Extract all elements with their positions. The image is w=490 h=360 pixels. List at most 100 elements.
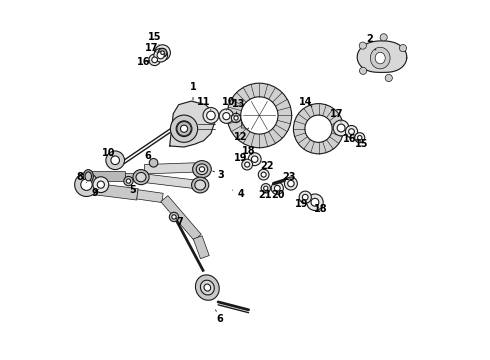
Circle shape [234, 116, 238, 120]
Text: 6: 6 [216, 310, 223, 324]
Text: 13: 13 [232, 99, 245, 114]
Circle shape [349, 129, 354, 134]
Circle shape [97, 181, 104, 188]
Circle shape [251, 156, 258, 162]
Circle shape [248, 153, 261, 166]
Circle shape [203, 108, 219, 123]
Ellipse shape [370, 47, 390, 69]
Circle shape [155, 45, 171, 60]
Text: 3: 3 [213, 170, 224, 180]
Text: 17: 17 [145, 43, 158, 53]
Circle shape [171, 115, 197, 142]
Text: 18: 18 [314, 204, 327, 215]
Text: 10: 10 [222, 97, 235, 110]
Text: 5: 5 [130, 185, 137, 195]
Text: 9: 9 [92, 188, 98, 198]
Circle shape [261, 172, 266, 177]
Circle shape [358, 135, 362, 140]
Text: 7: 7 [176, 217, 183, 227]
Text: 16: 16 [343, 134, 357, 144]
Text: 15: 15 [355, 139, 368, 149]
Ellipse shape [83, 170, 93, 183]
Circle shape [311, 198, 319, 206]
Text: 6: 6 [144, 150, 151, 161]
Circle shape [158, 48, 167, 57]
Polygon shape [242, 123, 274, 128]
Ellipse shape [196, 164, 208, 175]
Text: 17: 17 [330, 109, 343, 122]
Ellipse shape [204, 284, 211, 291]
Ellipse shape [193, 161, 211, 178]
Polygon shape [193, 236, 209, 259]
Circle shape [176, 121, 192, 136]
Polygon shape [125, 173, 145, 180]
Ellipse shape [195, 180, 205, 190]
Circle shape [149, 158, 158, 167]
Circle shape [380, 34, 387, 41]
Ellipse shape [196, 275, 219, 300]
Circle shape [305, 115, 332, 142]
Circle shape [158, 48, 167, 57]
Circle shape [149, 54, 160, 66]
Circle shape [106, 151, 124, 170]
Circle shape [274, 185, 280, 191]
Text: 10: 10 [102, 148, 116, 158]
Circle shape [231, 113, 241, 123]
Polygon shape [144, 174, 196, 189]
Circle shape [74, 173, 98, 197]
Circle shape [170, 212, 179, 222]
Circle shape [152, 57, 157, 63]
Circle shape [219, 109, 234, 123]
Circle shape [177, 122, 191, 136]
Text: 11: 11 [197, 97, 211, 110]
Polygon shape [145, 163, 195, 174]
Text: 19: 19 [295, 199, 308, 210]
Polygon shape [357, 41, 407, 72]
Text: 23: 23 [282, 172, 296, 182]
Circle shape [271, 182, 283, 194]
Text: 8: 8 [76, 172, 87, 183]
Circle shape [359, 42, 367, 49]
Circle shape [245, 162, 250, 167]
Circle shape [241, 97, 278, 134]
Circle shape [111, 156, 120, 165]
Circle shape [385, 75, 392, 82]
Circle shape [180, 125, 188, 132]
Text: 4: 4 [232, 189, 245, 199]
Circle shape [345, 126, 358, 138]
Circle shape [264, 186, 268, 190]
Circle shape [285, 177, 297, 190]
Circle shape [294, 104, 343, 154]
Ellipse shape [85, 172, 92, 181]
Circle shape [261, 184, 270, 193]
Circle shape [172, 215, 176, 219]
Circle shape [223, 113, 230, 120]
Text: 16: 16 [137, 57, 150, 67]
Text: 19: 19 [234, 153, 247, 163]
Circle shape [154, 48, 168, 62]
Circle shape [360, 67, 367, 75]
Circle shape [307, 194, 323, 211]
Circle shape [337, 124, 345, 132]
Polygon shape [161, 195, 201, 240]
Circle shape [302, 194, 308, 200]
Circle shape [355, 133, 365, 143]
Circle shape [299, 191, 311, 203]
Text: 14: 14 [299, 97, 313, 107]
Polygon shape [94, 183, 138, 200]
Polygon shape [87, 171, 125, 181]
Ellipse shape [136, 172, 146, 182]
Text: 1: 1 [190, 82, 196, 100]
Text: 2: 2 [366, 34, 376, 50]
Ellipse shape [192, 177, 209, 193]
Circle shape [399, 45, 407, 52]
Circle shape [333, 120, 349, 136]
Circle shape [81, 179, 92, 190]
Circle shape [126, 179, 131, 183]
Circle shape [242, 159, 252, 170]
Circle shape [93, 177, 109, 193]
Ellipse shape [375, 52, 385, 64]
Circle shape [124, 176, 133, 186]
Text: 20: 20 [271, 190, 285, 201]
Circle shape [258, 169, 269, 180]
